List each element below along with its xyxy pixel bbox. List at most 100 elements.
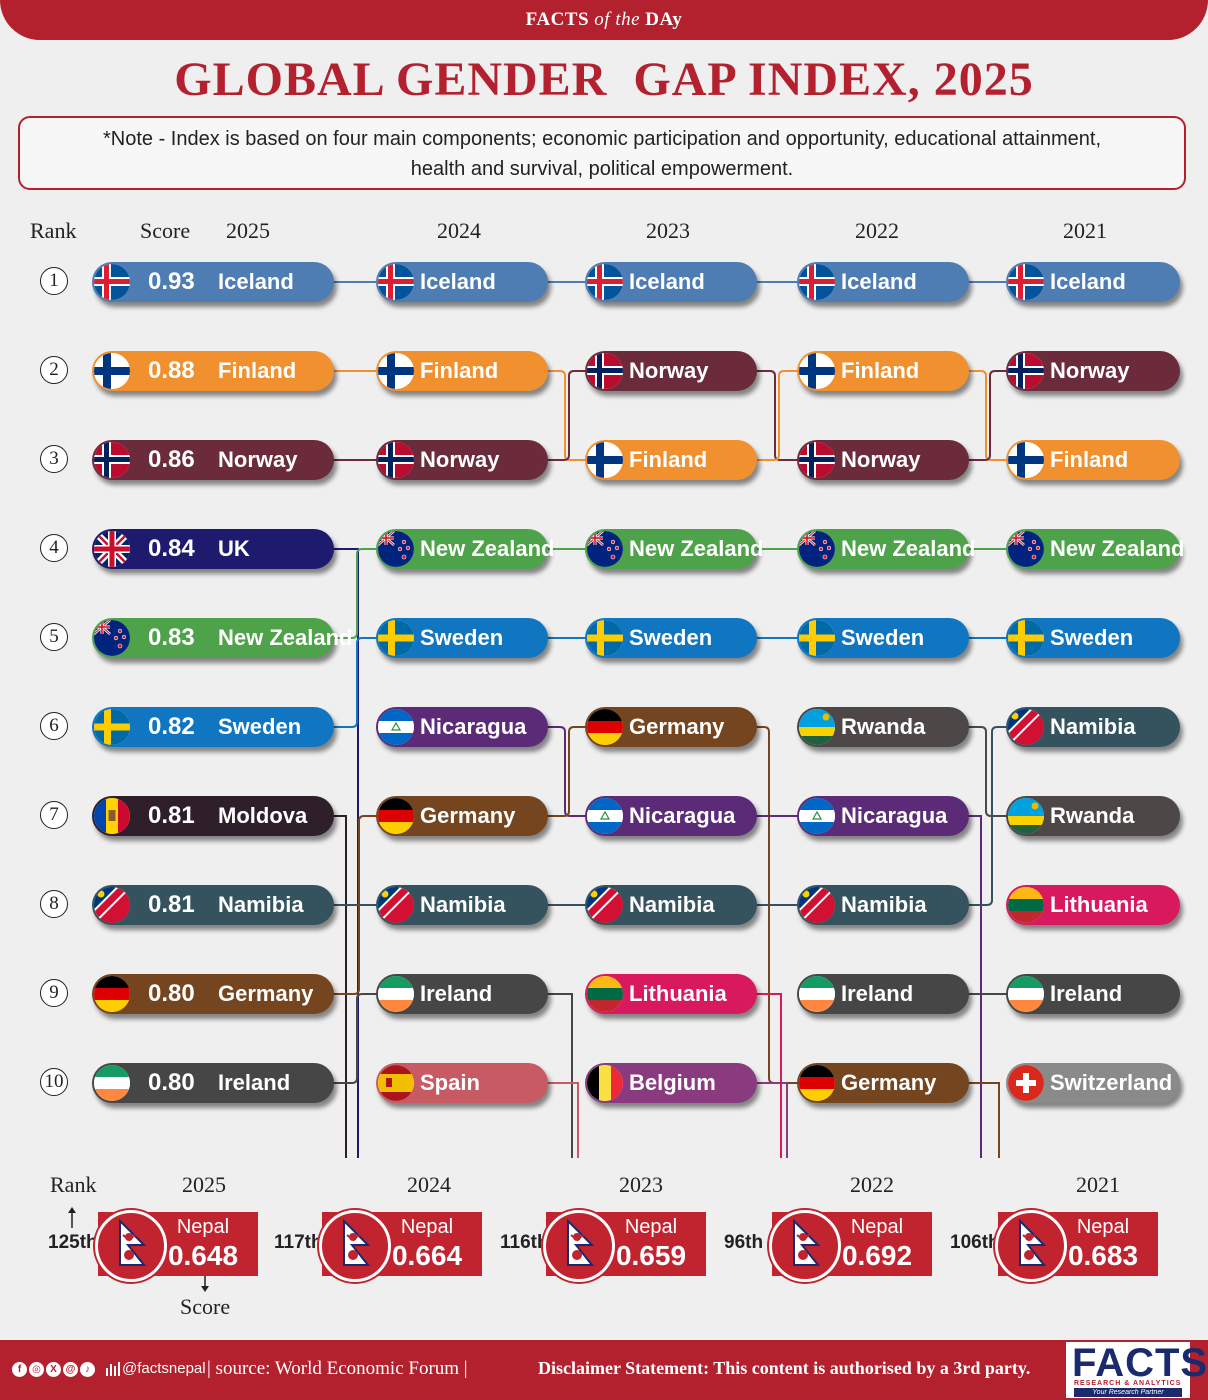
pill-2022-germany: Germany [797,1063,969,1103]
country-label: Ireland [218,1070,291,1095]
connector-2024-norway [544,370,589,461]
germany-flag-icon [94,976,130,1012]
pill-2024-germany: Germany [376,796,548,836]
pill-2024-new-zealand: New Zealand [376,529,554,569]
connector-2022-rwanda [965,726,1010,817]
nepal-flag-icon [319,1210,391,1282]
namibia-flag-icon [378,887,414,923]
country-label: New Zealand [420,536,555,561]
footer-handle[interactable]: @factsnepal [122,1360,206,1377]
pill-2023-germany: Germany [585,707,757,747]
country-label: Germany [841,1070,937,1095]
pill-2022-sweden: Sweden [797,618,969,658]
country-label: Switzerland [1050,1070,1173,1095]
pill-2021-namibia: Namibia [1006,707,1180,747]
rank-3: 3 [40,445,68,473]
country-label: Germany [629,714,725,739]
norway-flag-icon [1008,353,1044,389]
pill-2022-new-zealand: New Zealand [797,529,975,569]
score-germany: 0.80 [148,980,195,1007]
nepal-score-2023: 0.659 [615,1240,687,1271]
connector-2024-nicaragua [544,726,589,817]
nepal-name: Nepal [850,1216,904,1238]
pill-2025-ireland: 0.80 Ireland [92,1063,334,1103]
finland-flag-icon [587,442,623,478]
year-header-2025: 2025 [226,218,270,243]
connector-2023-lithuania [753,993,782,1158]
ireland-flag-icon [799,976,835,1012]
country-label: Germany [218,981,314,1006]
country-label: New Zealand [629,536,764,561]
country-label: Moldova [218,803,308,828]
nicaragua-flag-icon [378,709,414,745]
nepal-name: Nepal [1076,1216,1130,1238]
score-ireland: 0.80 [148,1069,195,1096]
country-label: Ireland [841,981,914,1006]
pill-2021-rwanda: Rwanda [1006,796,1180,836]
country-label: Iceland [1050,269,1126,294]
threads-icon[interactable]: @ [63,1362,78,1377]
lithuania-flag-icon [1008,887,1044,923]
pill-2025-norway: 0.86 Norway [92,440,334,480]
x-icon[interactable]: X [46,1362,61,1377]
rank-4: 4 [40,534,68,562]
country-label: Nicaragua [629,803,736,828]
connector-2024-finland [544,370,589,461]
nepal-rank-2021: 106th [950,1232,1000,1253]
banner-of-the: of the [594,9,641,30]
country-label: Germany [420,803,516,828]
connector-2024-spain [544,1082,579,1158]
pill-2024-spain: Spain [376,1063,548,1103]
note-line-2: health and survival, political empowerme… [410,158,794,180]
footer-disclaimer: Disclaimer Statement: This content is au… [538,1358,1031,1378]
country-label: Namibia [420,892,506,917]
rank-9: 9 [40,979,68,1007]
bars-icon [106,1362,120,1376]
nepal-year-2024: 2024 [407,1172,451,1197]
score-moldova: 0.81 [148,802,195,829]
country-label: Finland [420,358,499,383]
down-arrow-icon [201,1276,209,1292]
pill-2023-norway: Norway [585,351,757,391]
pill-2022-norway: Norway [797,440,969,480]
nepal-rank-2023: 116th [500,1232,549,1253]
nepal-rank-2022: 96th [724,1232,764,1253]
country-label: Norway [1050,358,1130,383]
pill-2025-germany: 0.80 Germany [92,974,334,1014]
facebook-icon[interactable]: f [12,1362,27,1377]
sweden-flag-icon [1008,620,1044,656]
iceland-flag-icon [799,264,835,300]
namibia-flag-icon [799,887,835,923]
country-label: Rwanda [1050,803,1135,828]
nepal-rank-2024: 117th [274,1232,323,1253]
country-label: Sweden [420,625,504,650]
pill-2022-finland: Finland [797,351,969,391]
pill-2025-finland: 0.88 Finland [92,351,334,391]
country-label: Rwanda [841,714,926,739]
country-label: Sweden [218,714,302,739]
instagram-icon[interactable]: ◎ [29,1362,44,1377]
ireland-flag-icon [1008,976,1044,1012]
new-zealand-flag-icon [1008,531,1044,567]
new-zealand-flag-icon [799,531,835,567]
year-header-2023: 2023 [646,218,690,243]
namibia-flag-icon [1008,709,1044,745]
country-label: Lithuania [629,981,727,1006]
pill-2024-ireland: Ireland [376,974,548,1014]
pill-2021-lithuania: Lithuania [1006,885,1180,925]
pill-2023-sweden: Sweden [585,618,757,658]
country-label: Sweden [629,625,713,650]
finland-flag-icon [799,353,835,389]
pill-2021-sweden: Sweden [1006,618,1180,658]
spain-flag-icon [378,1065,414,1101]
pill-2021-switzerland: Switzerland [1006,1063,1180,1103]
uk-flag-icon [94,531,130,567]
tiktok-icon[interactable]: ♪ [80,1362,95,1377]
connector-2025-ireland [330,993,380,1084]
nepal-name: Nepal [624,1216,678,1238]
country-label: Finland [629,447,708,472]
connector-2025-sweden [330,637,380,728]
country-label: Norway [841,447,921,472]
norway-flag-icon [94,442,130,478]
